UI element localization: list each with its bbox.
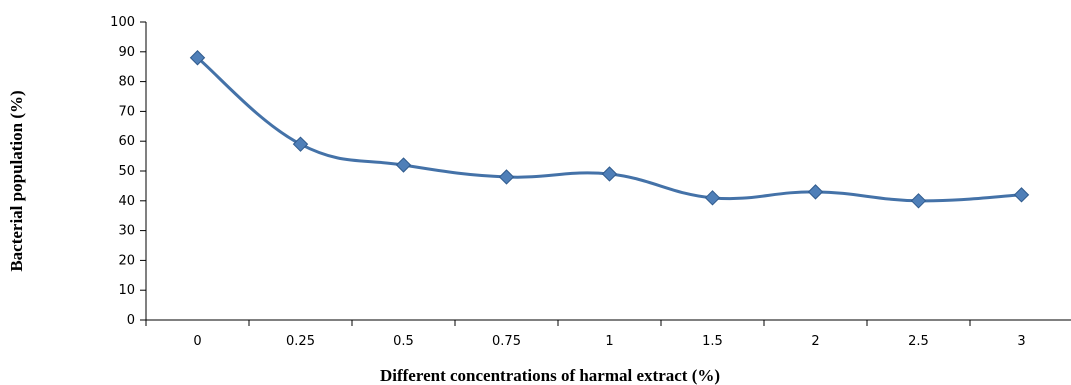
y-axis-ticks: 0 10 20 30 40 50 60 70 80 90 100	[110, 15, 146, 328]
x-axis-title: Different concentrations of harmal extra…	[380, 366, 720, 385]
y-tick-label: 40	[118, 194, 135, 209]
x-tick-label: 0.25	[286, 334, 315, 349]
y-tick-label: 90	[118, 45, 135, 60]
data-markers	[189, 50, 1030, 209]
y-axis-title: Bacterial population (%)	[7, 90, 26, 271]
x-tick-label: 0	[193, 334, 201, 349]
data-point-marker	[807, 184, 824, 200]
x-tick-label: 1	[605, 334, 613, 349]
x-tick-label: 2	[811, 334, 819, 349]
y-tick-label: 100	[110, 15, 135, 30]
y-tick-label: 20	[118, 253, 135, 268]
data-point-marker	[189, 50, 206, 66]
y-tick-label: 60	[118, 134, 135, 149]
y-tick-label: 0	[127, 313, 135, 328]
data-point-marker	[498, 169, 515, 185]
data-point-marker	[1013, 187, 1030, 203]
y-tick-label: 10	[118, 283, 135, 298]
x-tick-label: 1.5	[702, 334, 723, 349]
y-tick-label: 30	[118, 224, 135, 239]
data-point-marker	[395, 157, 412, 173]
data-point-marker	[601, 166, 618, 182]
y-tick-label: 80	[118, 75, 135, 90]
x-tick-label: 0.75	[492, 334, 521, 349]
x-tick-label: 3	[1017, 334, 1025, 349]
data-point-marker	[292, 136, 309, 152]
x-tick-label: 0.5	[393, 334, 414, 349]
data-point-marker	[704, 190, 721, 206]
y-tick-label: 50	[118, 164, 135, 179]
y-tick-label: 70	[118, 104, 135, 119]
x-tick-label: 2.5	[908, 334, 929, 349]
x-axis-ticks: 0 0.25 0.5 0.75 1 1.5 2 2.5 3	[145, 320, 1026, 349]
data-point-marker	[910, 193, 927, 209]
